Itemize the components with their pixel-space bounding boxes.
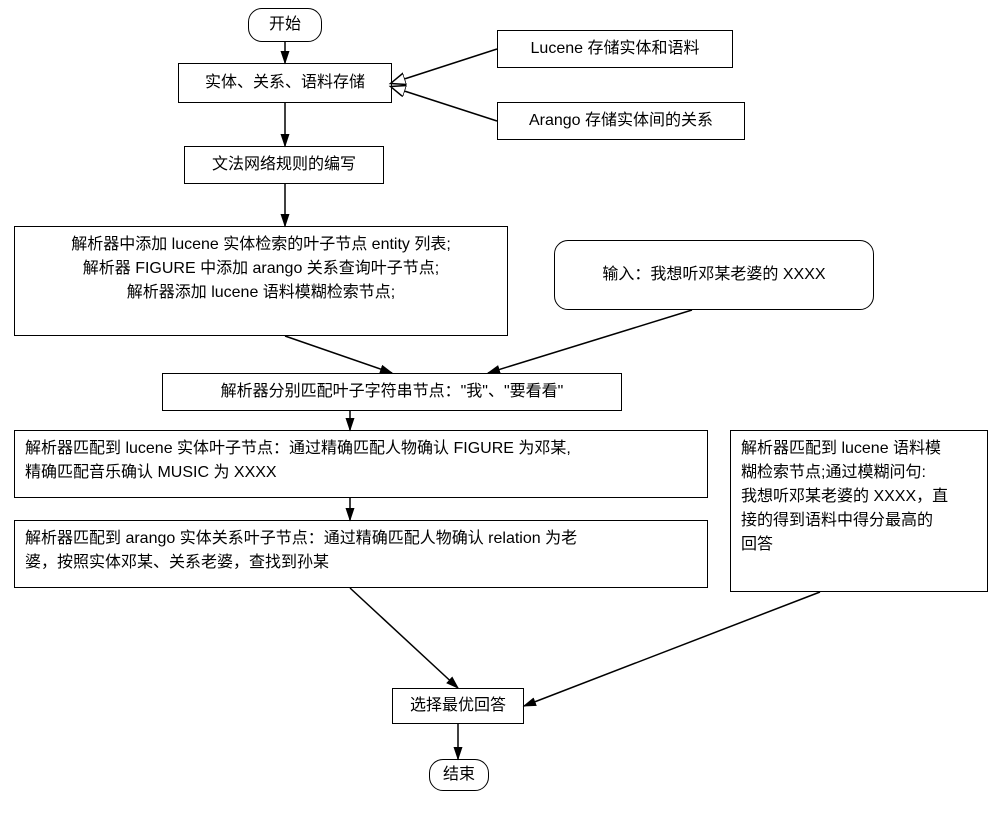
- input-label: 输入：我想听邓某老婆的 XXXX: [602, 263, 825, 287]
- fuzzy-line-0: 解析器匹配到 lucene 语料模: [741, 437, 977, 461]
- fuzzy-line-3: 接的得到语料中得分最高的: [741, 509, 977, 533]
- input-node: 输入：我想听邓某老婆的 XXXX: [554, 240, 874, 310]
- arango-note-label: Arango 存储实体间的关系: [529, 109, 713, 133]
- grammar-node: 文法网络规则的编写: [184, 146, 384, 184]
- fuzzy-line-1: 糊检索节点;通过模糊问句:: [741, 461, 977, 485]
- parser-setup-node: 解析器中添加 lucene 实体检索的叶子节点 entity 列表; 解析器 F…: [14, 226, 508, 336]
- start-label: 开始: [269, 13, 301, 37]
- parser-setup-line-2: 解析器添加 lucene 语料模糊检索节点;: [25, 281, 497, 305]
- match-leaf-label: 解析器分别匹配叶子字符串节点："我"、"要看看": [221, 380, 564, 404]
- start-node: 开始: [248, 8, 322, 42]
- parser-setup-line-1: 解析器 FIGURE 中添加 arango 关系查询叶子节点;: [25, 257, 497, 281]
- storage-label: 实体、关系、语料存储: [205, 71, 365, 95]
- storage-node: 实体、关系、语料存储: [178, 63, 392, 103]
- best-node: 选择最优回答: [392, 688, 524, 724]
- grammar-label: 文法网络规则的编写: [212, 153, 356, 177]
- match-relation-line-1: 婆，按照实体邓某、关系老婆，查找到孙某: [25, 551, 697, 575]
- end-node: 结束: [429, 759, 489, 791]
- fuzzy-line-2: 我想听邓某老婆的 XXXX，直: [741, 485, 977, 509]
- arango-note-node: Arango 存储实体间的关系: [497, 102, 745, 140]
- match-entity-line-1: 精确匹配音乐确认 MUSIC 为 XXXX: [25, 461, 697, 485]
- fuzzy-line-4: 回答: [741, 533, 977, 557]
- match-relation-node: 解析器匹配到 arango 实体关系叶子节点：通过精确匹配人物确认 relati…: [14, 520, 708, 588]
- lucene-note-node: Lucene 存储实体和语料: [497, 30, 733, 68]
- end-label: 结束: [443, 763, 475, 787]
- fuzzy-node: 解析器匹配到 lucene 语料模 糊检索节点;通过模糊问句: 我想听邓某老婆的…: [730, 430, 988, 592]
- match-leaf-node: 解析器分别匹配叶子字符串节点："我"、"要看看": [162, 373, 622, 411]
- best-label: 选择最优回答: [410, 694, 506, 718]
- lucene-note-label: Lucene 存储实体和语料: [531, 37, 700, 61]
- parser-setup-line-0: 解析器中添加 lucene 实体检索的叶子节点 entity 列表;: [25, 233, 497, 257]
- match-entity-line-0: 解析器匹配到 lucene 实体叶子节点：通过精确匹配人物确认 FIGURE 为…: [25, 437, 697, 461]
- match-entity-node: 解析器匹配到 lucene 实体叶子节点：通过精确匹配人物确认 FIGURE 为…: [14, 430, 708, 498]
- match-relation-line-0: 解析器匹配到 arango 实体关系叶子节点：通过精确匹配人物确认 relati…: [25, 527, 697, 551]
